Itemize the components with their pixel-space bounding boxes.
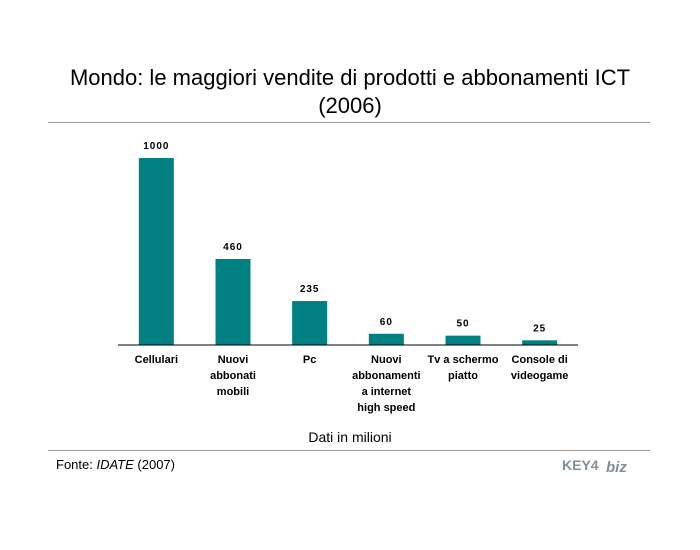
chart-title-line1: Mondo: le maggiori vendite di prodotti e…	[69, 65, 631, 90]
source-name: IDATE	[96, 457, 134, 472]
category-label-4-line-0: Tv a schermo	[428, 354, 499, 366]
category-label-1-line-2: mobili	[217, 386, 249, 398]
units-caption: Dati in milioni	[308, 429, 392, 445]
data-label-3: 60	[380, 317, 393, 328]
category-label-5-line-1: videogame	[511, 370, 568, 382]
chart-title: Mondo: le maggiori vendite di prodotti e…	[0, 64, 700, 120]
data-label-0: 1000	[143, 141, 169, 152]
data-label-2: 235	[300, 284, 320, 295]
bar-0	[138, 158, 174, 345]
bottom-divider	[48, 450, 650, 451]
logo-text-right: biz	[606, 459, 627, 476]
key4biz-logo: KEY4 biz	[560, 455, 640, 482]
category-label-3-line-0: Nuovi	[371, 354, 402, 366]
top-divider	[48, 122, 650, 123]
category-label-4-line-1: piatto	[448, 370, 478, 382]
category-label-1-line-0: Nuovi	[218, 354, 249, 366]
source-year: (2007)	[133, 457, 175, 472]
data-label-4: 50	[456, 319, 469, 330]
bar-1	[215, 258, 251, 345]
bar-5	[522, 340, 558, 345]
bar-4	[445, 335, 481, 345]
key4biz-logo-mark: KEY4 biz	[562, 457, 627, 476]
data-label-1: 460	[223, 242, 243, 253]
bar-chart: 1000 Cellulari 460 Nuovi abbonati mobili 235 Pc…	[118, 141, 578, 414]
logo-text-left: KEY4	[562, 457, 599, 473]
bar-3	[368, 333, 404, 345]
data-label-5: 25	[533, 323, 546, 334]
category-label-3-line-2: a internet	[362, 386, 412, 398]
chart-title-line2: (2006)	[318, 93, 382, 118]
category-label-0-line-0: Cellulari	[135, 354, 178, 366]
category-label-1-line-1: abbonati	[210, 370, 256, 382]
category-label-3-line-3: high speed	[357, 402, 415, 414]
source-prefix: Fonte:	[56, 457, 97, 472]
bar-2	[292, 301, 328, 345]
category-label-2-line-0: Pc	[303, 354, 316, 366]
source-note: Fonte: IDATE (2007)	[56, 457, 175, 472]
category-label-5-line-0: Console di	[512, 354, 568, 366]
category-label-3-line-1: abbonamenti	[352, 370, 420, 382]
